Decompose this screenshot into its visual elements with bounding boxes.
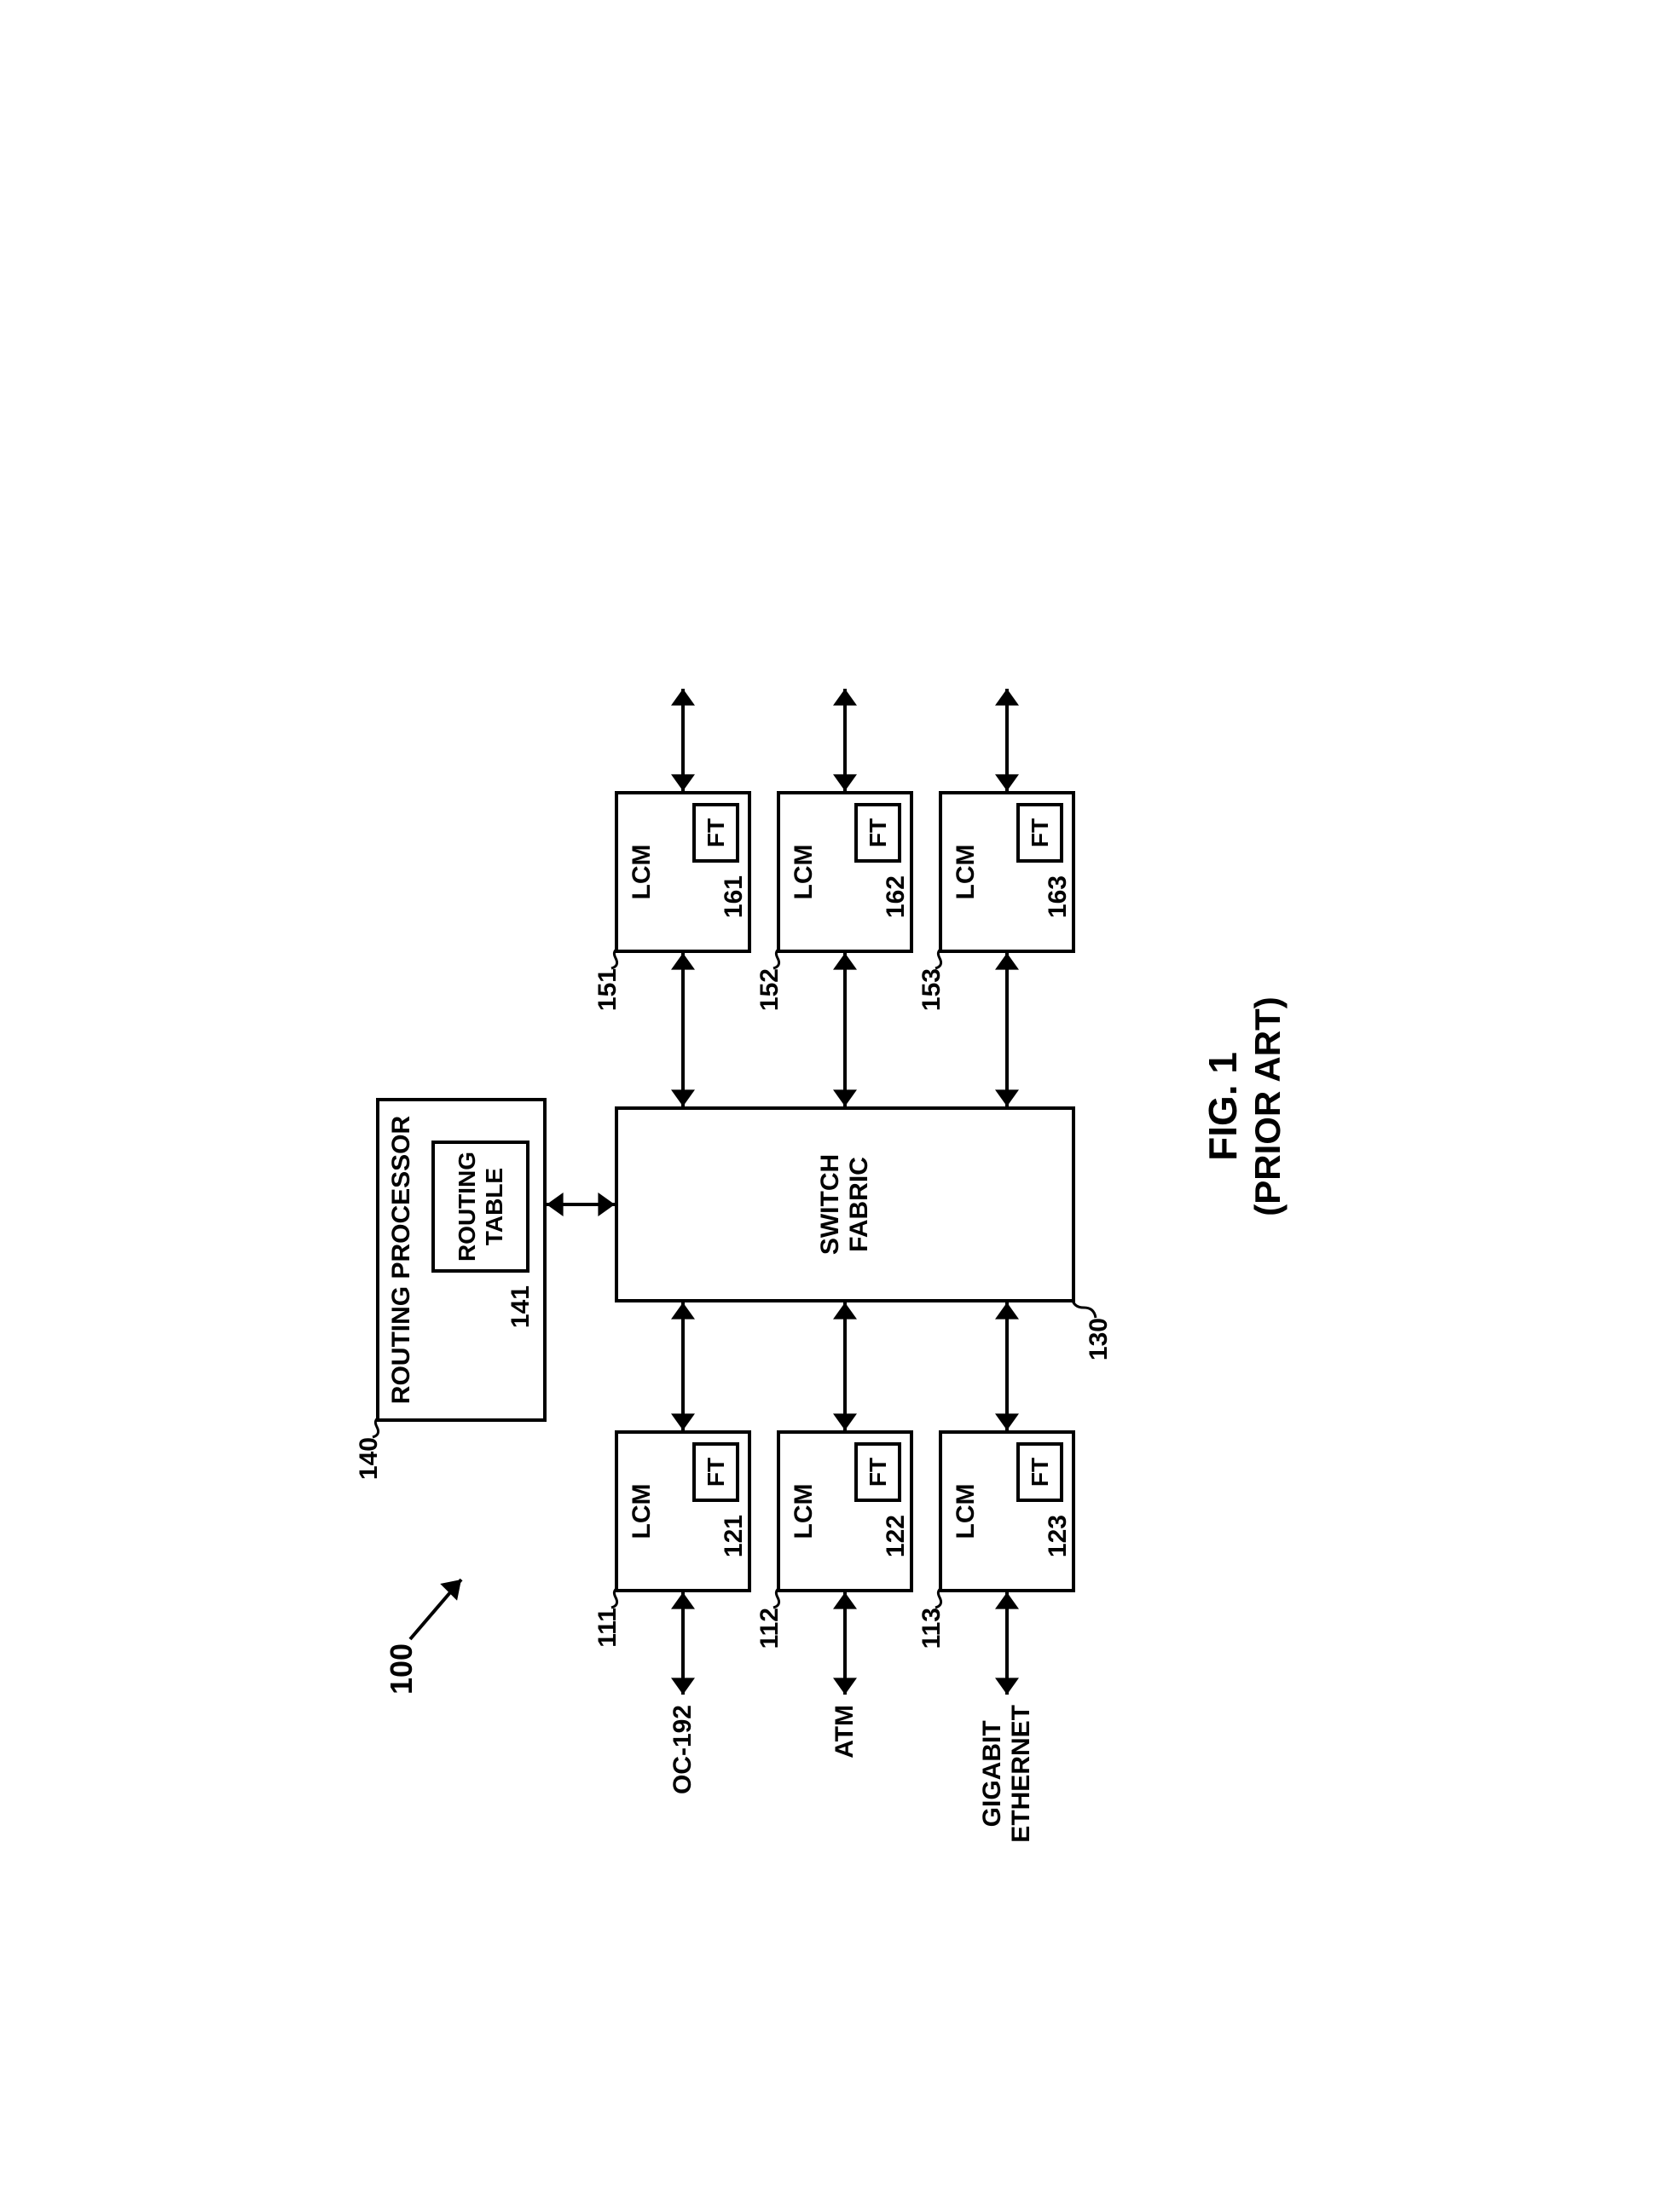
ref-140: 140 [355, 1437, 384, 1480]
ft-label: FT [702, 1457, 729, 1486]
ref-152: 152 [755, 968, 784, 1011]
lcm-label: LCM [628, 844, 657, 899]
lcm-label: LCM [628, 1483, 657, 1539]
ref-163: 163 [1044, 875, 1073, 918]
ref-162: 162 [882, 875, 911, 918]
lcm-label: LCM [952, 1483, 981, 1539]
iface-112: ATM [830, 1705, 859, 1759]
lcm-label: LCM [952, 844, 981, 899]
ft-label: FT [864, 817, 891, 846]
ref-113: 113 [917, 1608, 946, 1649]
switch-fabric-label: SWITCHFABRIC [816, 1153, 874, 1254]
ref-161: 161 [720, 875, 749, 918]
routing-processor-label: ROUTING PROCESSOR [387, 1115, 416, 1403]
ref-100: 100 [384, 1643, 420, 1694]
ref-112: 112 [755, 1608, 784, 1649]
ref-153: 153 [917, 968, 946, 1011]
figure-subtitle: (PRIOR ART) [1247, 467, 1288, 1746]
routing-table-label: ROUTINGTABLE [453, 1151, 507, 1261]
ref-151: 151 [593, 968, 622, 1011]
ft-label: FT [1026, 817, 1053, 846]
ref-141: 141 [506, 1285, 535, 1328]
iface-111: OC-192 [668, 1705, 697, 1794]
ref-130: 130 [1085, 1318, 1114, 1360]
lcm-label: LCM [790, 1483, 819, 1539]
ref-122: 122 [882, 1515, 911, 1557]
lcm-label: LCM [790, 844, 819, 899]
ft-label: FT [864, 1457, 891, 1486]
ref-123: 123 [1044, 1515, 1073, 1557]
ft-label: FT [702, 817, 729, 846]
ref-121: 121 [720, 1515, 749, 1557]
ft-label: FT [1026, 1457, 1053, 1486]
figure-title: FIG. 1 [1200, 467, 1246, 1746]
iface-113: GIGABITETHERNET [978, 1705, 1036, 1843]
ref-111: 111 [593, 1608, 622, 1648]
